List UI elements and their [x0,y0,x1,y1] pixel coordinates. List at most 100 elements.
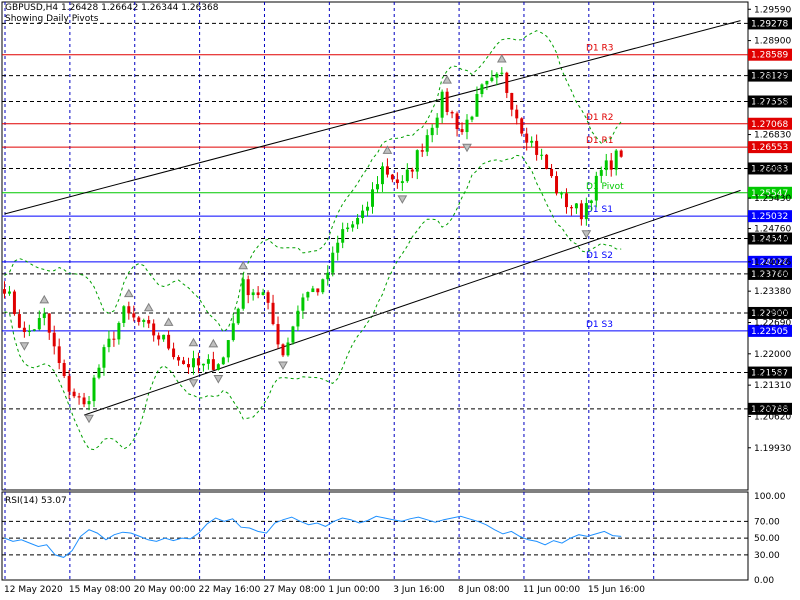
fractal-up-marker [382,145,393,154]
level-price-label: 1.24540 [751,235,788,245]
candle-body [515,109,519,119]
candle-body [480,84,484,95]
upper-band [4,30,622,333]
candle-body [425,135,429,152]
candle-body [560,193,563,195]
candle-body [331,252,335,273]
candle-body [187,364,190,368]
candle-body [530,140,534,143]
candle-body [231,323,235,341]
level-price-box [748,366,792,379]
candle-body [311,288,315,293]
candle-body [157,335,161,340]
fractal-down-marker [19,342,30,351]
pivot-price-box [748,255,792,268]
x-tick-label: 8 Jun 08:00 [458,585,510,595]
fractal-up-marker [163,317,174,326]
candle-body [117,322,121,340]
candle-body [37,318,41,330]
candle-body [182,360,186,365]
candle-body [142,320,146,322]
y-tick-label: 1.24026 [754,258,791,268]
candle-body [137,317,141,322]
level-price-label: 1.20788 [751,405,788,415]
x-tick-label: 12 May 2020 [4,585,63,595]
candle-body [510,92,514,110]
candle-body [62,363,66,377]
pivot-price-label: 1.25032 [751,212,788,222]
candle-body [127,306,131,314]
candle-body [57,346,61,364]
candle-body [266,292,270,303]
level-price-label: 1.27558 [751,98,788,108]
fractal-down-marker [581,230,592,239]
candle-body [246,279,250,296]
pivot-price-box [748,210,792,223]
x-tick-label: 15 May 08:00 [69,585,131,595]
candle-body [291,326,295,343]
candle-body [599,170,603,176]
main-panel-frame [1,1,749,491]
candle-body [77,396,81,398]
y-tick-label: 1.24760 [754,225,791,235]
candle-body [594,175,598,201]
channel-upper-line [4,20,741,215]
level-price-label: 1.29278 [751,19,788,29]
level-price-label: 1.21587 [751,369,788,379]
pivot-level-name: D1 R2 [586,113,614,123]
x-tick-label: 22 May 16:00 [199,585,261,595]
candle-body [395,179,399,184]
candle-body [430,127,434,136]
pivot-price-label: 1.22505 [751,327,788,337]
candle-body [569,207,573,209]
candle-body [47,313,51,333]
candle-body [550,168,554,177]
rsi-panel-frame [1,491,749,581]
candle-body [420,150,424,152]
rsi-tick-label: 0.00 [754,576,774,586]
pivot-price-label: 1.25547 [751,189,788,199]
rsi-tick-label: 50.00 [754,534,780,544]
candle-body [440,91,444,118]
candle-body [306,292,310,298]
candle-body [351,224,355,228]
candle-body [321,279,325,293]
pivot-price-box [748,324,792,337]
x-tick-label: 3 Jun 16:00 [393,585,445,595]
candle-body [226,340,230,358]
level-price-box [748,232,792,245]
candle-body [490,77,494,81]
fractal-up-marker [442,75,452,84]
y-tick-label: 1.21587 [754,369,791,379]
y-tick-label: 1.26083 [754,164,791,174]
candle-body [216,364,220,370]
candle-body [261,292,265,296]
channel-lower-line [83,189,741,416]
fractal-up-marker [123,288,134,298]
pivot-price-box [748,117,792,130]
candle-body [356,218,360,225]
candle-body [495,73,499,78]
candle-body [564,193,568,208]
candle-body [475,94,479,117]
x-tick-label: 15 Jun 16:00 [588,585,645,595]
candle-body [619,150,623,157]
chart-header: GBPUSD,H4 1.26428 1.26642 1.26344 1.2636… [5,3,219,13]
rsi-tick-label: 70.00 [754,517,780,527]
candle-body [52,332,56,347]
level-price-box [748,95,792,108]
candle-body [604,160,608,171]
candle-body [415,150,419,172]
candle-body [162,334,166,340]
candle-body [589,200,593,204]
pivot-price-label: 1.24026 [751,258,788,268]
candle-body [371,189,375,207]
pivot-level-name: D1 Pivot [586,182,624,192]
candle-body [435,117,439,128]
y-tick-label: 1.27558 [754,98,791,108]
candle-body [540,154,544,156]
candle-body [211,359,215,370]
y-tick-label: 1.20620 [754,412,791,422]
rsi-line [4,515,622,558]
